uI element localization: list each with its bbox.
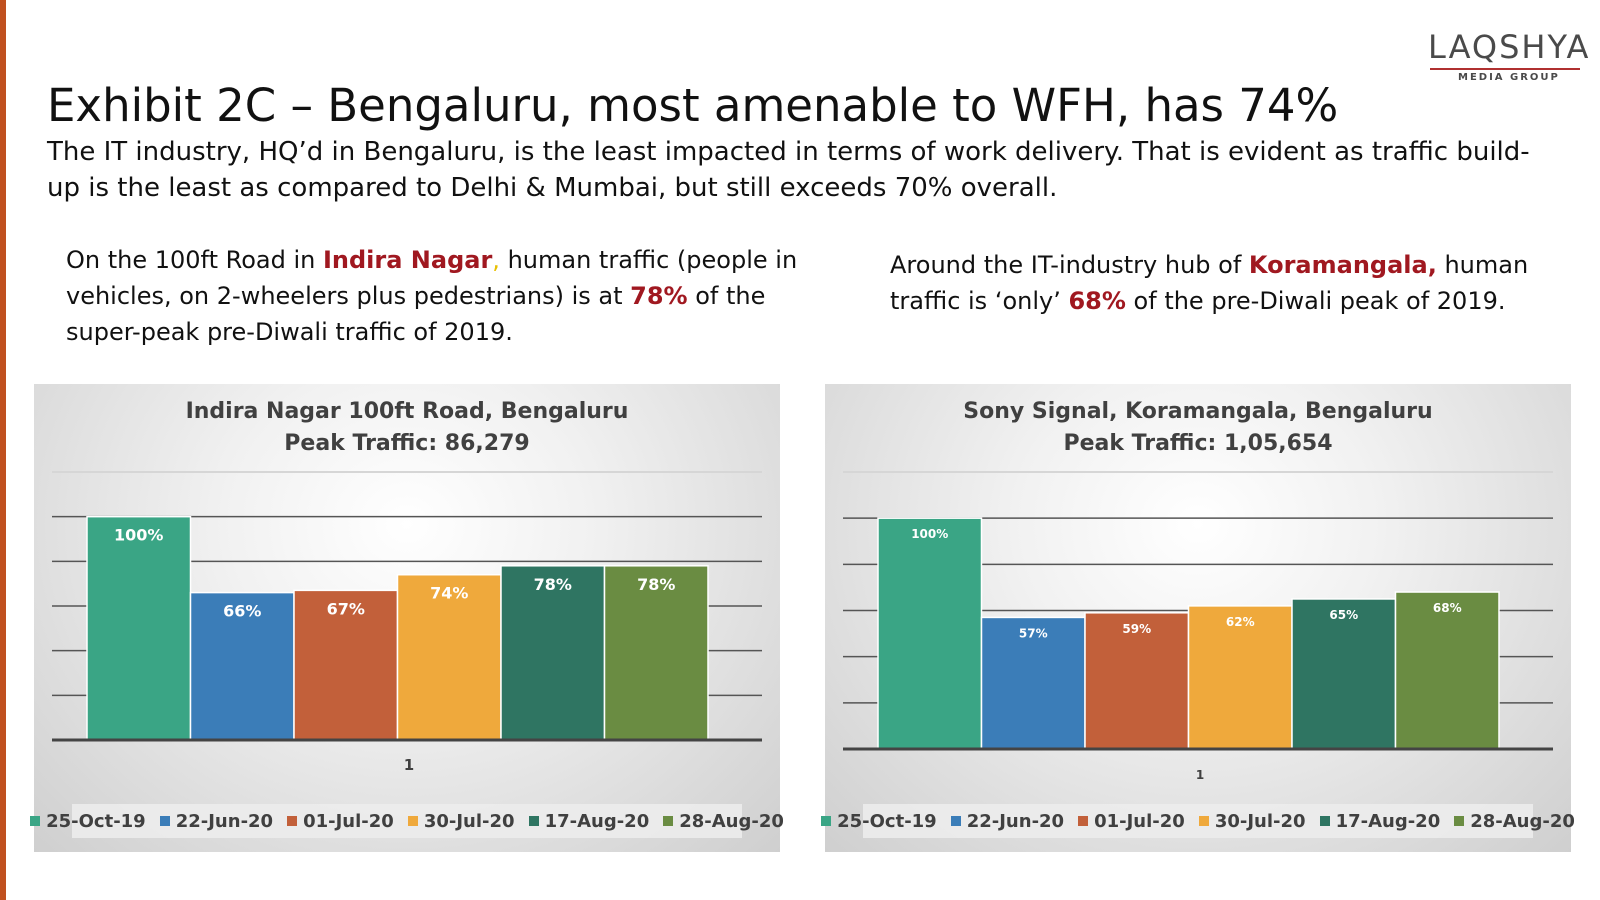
logo-wordmark: LAQSHYA: [1428, 28, 1591, 66]
note-highlight-percent: 78%: [630, 282, 688, 310]
legend-label: 25-Oct-19: [46, 810, 146, 832]
legend-swatch: [1454, 816, 1465, 826]
data-label: 66%: [223, 602, 261, 621]
legend-item: 17-Aug-20: [528, 810, 650, 832]
chart-title: Sony Signal, Koramangala, Bengaluru: [963, 399, 1433, 424]
bar-17-Aug-20: [500, 565, 606, 741]
note-highlight-percent: 68%: [1068, 287, 1126, 315]
bar-17-Aug-20: [1291, 598, 1397, 750]
note-highlight-location: Koramangala,: [1248, 251, 1437, 279]
legend-label: 22-Jun-20: [966, 810, 1065, 832]
accent-bar: [0, 0, 6, 900]
legend-label: 22-Jun-20: [175, 810, 274, 832]
logo-subtext: MEDIA GROUP: [1458, 72, 1560, 83]
note-koramangala: Around the IT-industry hub of Koramangal…: [890, 247, 1580, 319]
chart-plot: 100% 57% 59% 62% 65% 68% 1: [843, 471, 1553, 782]
data-label: 100%: [911, 527, 948, 541]
legend-item: 22-Jun-20: [950, 810, 1065, 832]
chart-indira-nagar: Indira Nagar 100ft Road, Bengaluru Peak …: [30, 384, 784, 852]
data-label: 100%: [114, 526, 163, 545]
legend-label: 30-Jul-20: [1214, 810, 1306, 832]
note-text: On the 100ft Road in: [66, 246, 323, 274]
note-text: of the pre-Diwali peak of 2019.: [1125, 287, 1506, 315]
legend-swatch: [1319, 816, 1330, 826]
legend-swatch: [821, 816, 832, 826]
laqshya-logo: LAQSHYA MEDIA GROUP: [1428, 28, 1588, 88]
note-highlight-location: Indira Nagar: [322, 246, 493, 274]
legend-item: 25-Oct-19: [821, 811, 937, 832]
note-text: Around the IT-industry hub of: [890, 251, 1249, 279]
legend-item: 01-Jul-20: [1078, 811, 1185, 832]
legend-swatch: [1198, 816, 1209, 826]
data-label: 65%: [1329, 608, 1358, 622]
legend-swatch: [1078, 816, 1089, 826]
chart-legend: 25-Oct-19 22-Jun-20 01-Jul-20 30-Jul-20 17-A…: [821, 804, 1575, 838]
note-comma: ,: [492, 246, 500, 274]
x-tick-label: 1: [404, 756, 414, 774]
data-label: 74%: [430, 584, 468, 603]
x-tick-label: 1: [1196, 768, 1204, 782]
chart-plot: 100% 66% 67% 74% 78% 78% 1: [52, 471, 762, 774]
legend-swatch: [407, 816, 418, 826]
legend-item: 01-Jul-20: [287, 811, 394, 832]
note-text: of the super-peak pre-Diwali traffic of …: [66, 282, 766, 346]
legend-label: 17-Aug-20: [1335, 810, 1441, 832]
page-title: Exhibit 2C – Bengaluru, most amenable to…: [47, 79, 1339, 132]
chart-subtitle: Peak Traffic: 86,279: [284, 431, 530, 456]
legend-label: 01-Jul-20: [1094, 810, 1185, 832]
chart-koramangala: Sony Signal, Koramangala, Bengaluru Peak…: [821, 384, 1575, 852]
data-label: 59%: [1122, 622, 1151, 636]
legend-item: 30-Jul-20: [1198, 810, 1306, 832]
page-subtitle: The IT industry, HQ’d in Bengaluru, is t…: [47, 137, 1530, 203]
data-label: 68%: [1433, 601, 1462, 615]
legend-item: 22-Jun-20: [159, 810, 274, 832]
legend-label: 17-Aug-20: [544, 810, 650, 832]
note-text: human traffic (people in vehicles, on 2-…: [66, 246, 798, 310]
legend-swatch: [30, 816, 41, 826]
data-label: 62%: [1226, 615, 1255, 629]
bar-25-Oct-19: [877, 517, 983, 750]
bar-25-Oct-19: [86, 515, 192, 741]
bar-30-Jul-20: [396, 573, 502, 741]
data-label: 67%: [327, 599, 365, 618]
bar-28-Aug-20: [1394, 591, 1500, 750]
legend-item: 28-Aug-20: [663, 811, 784, 832]
note-text: human traffic is ‘only’: [890, 251, 1529, 315]
legend-swatch: [159, 816, 170, 826]
legend-item: 30-Jul-20: [407, 810, 515, 832]
legend-label: 28-Aug-20: [679, 810, 784, 832]
chart-title: Indira Nagar 100ft Road, Bengaluru: [185, 399, 629, 424]
legend-swatch: [528, 816, 539, 826]
legend-item: 17-Aug-20: [1319, 810, 1441, 832]
legend-label: 30-Jul-20: [423, 810, 515, 832]
legend-item: 28-Aug-20: [1454, 811, 1575, 832]
legend-label: 25-Oct-19: [837, 810, 937, 832]
legend-item: 25-Oct-19: [30, 811, 146, 832]
legend-label: 01-Jul-20: [303, 810, 394, 832]
legend-label: 28-Aug-20: [1470, 810, 1575, 832]
note-indira-nagar: On the 100ft Road in Indira Nagar, human…: [66, 242, 806, 350]
data-label: 57%: [1019, 626, 1048, 640]
chart-subtitle: Peak Traffic: 1,05,654: [1063, 431, 1333, 456]
legend-swatch: [287, 816, 298, 826]
chart-legend: 25-Oct-19 22-Jun-20 01-Jul-20 30-Jul-20 17-A…: [30, 804, 784, 838]
logo-underline: [1430, 68, 1580, 70]
legend-swatch: [663, 816, 674, 826]
data-label: 78%: [534, 575, 572, 594]
bar-28-Aug-20: [603, 565, 709, 741]
legend-swatch: [950, 816, 961, 826]
data-label: 78%: [637, 575, 675, 594]
